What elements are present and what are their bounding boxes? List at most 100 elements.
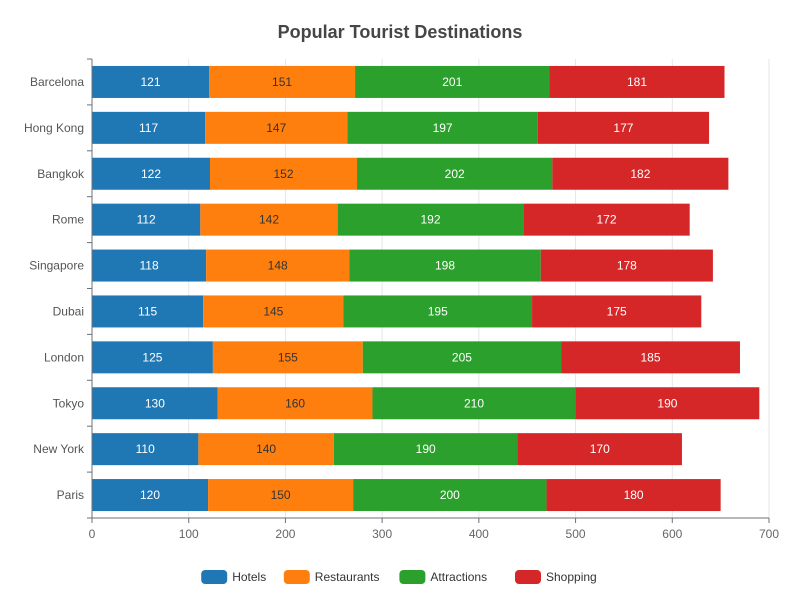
bar-segment	[356, 157, 553, 190]
bar-segment	[92, 249, 207, 282]
bar-segment	[337, 203, 524, 236]
bar-segment	[575, 387, 760, 420]
legend-swatch	[399, 570, 426, 584]
bar-value-label: 142	[259, 213, 279, 227]
bar-value-label: 145	[263, 304, 283, 318]
bar-value-label: 140	[256, 442, 276, 456]
category-label: Hong Kong	[24, 121, 84, 135]
legend-item[interactable]: Attractions	[399, 570, 487, 584]
bar-segment	[200, 203, 338, 236]
bar-value-label: 197	[433, 121, 453, 135]
legend: Hotels Restaurants Attractions Shopping	[201, 570, 597, 584]
bar-segment	[206, 249, 350, 282]
category-label: New York	[33, 442, 85, 456]
bar-value-label: 160	[285, 396, 305, 410]
bar-value-label: 195	[428, 304, 448, 318]
bar-value-label: 175	[607, 304, 627, 318]
bar-value-label: 210	[464, 396, 484, 410]
bar-segment	[347, 111, 538, 144]
legend-item[interactable]: Shopping	[515, 570, 597, 584]
bar-segment	[92, 341, 213, 374]
bar-value-label: 148	[268, 259, 288, 273]
bar-value-label: 117	[139, 121, 158, 135]
x-tick-label: 400	[469, 527, 489, 541]
category-label: London	[44, 350, 84, 364]
bar-value-label: 150	[271, 488, 291, 502]
bar-segment	[209, 65, 356, 98]
x-tick-label: 700	[759, 527, 779, 541]
bar-segment	[92, 433, 199, 466]
x-tick-label: 300	[372, 527, 392, 541]
bar-segment	[92, 157, 210, 190]
category-label: Bangkok	[37, 167, 85, 181]
bar-value-label: 172	[597, 213, 617, 227]
legend-label: Attractions	[430, 570, 487, 584]
bar-value-label: 115	[138, 304, 157, 318]
category-label: Paris	[57, 488, 84, 502]
bar-value-label: 198	[435, 259, 455, 273]
bar-segment	[353, 479, 547, 512]
bar-segment	[537, 111, 710, 144]
bar-segment	[355, 65, 550, 98]
bar-value-label: 155	[278, 350, 298, 364]
bar-value-label: 125	[142, 350, 162, 364]
bar-value-label: 147	[266, 121, 286, 135]
bar-segment	[212, 341, 363, 374]
bar-value-label: 121	[140, 75, 160, 89]
bar-segment	[92, 295, 204, 328]
bar-value-label: 152	[273, 167, 293, 181]
x-tick-label: 500	[566, 527, 586, 541]
category-label: Rome	[52, 213, 84, 227]
bar-value-label: 118	[139, 259, 158, 273]
bar-value-label: 205	[452, 350, 472, 364]
bar-value-label: 190	[416, 442, 436, 456]
bar-value-label: 182	[630, 167, 650, 181]
bar-segment	[532, 295, 702, 328]
bar-segment	[552, 157, 729, 190]
bar-value-label: 151	[272, 75, 292, 89]
legend-label: Shopping	[546, 570, 597, 584]
bar-segment	[92, 65, 210, 98]
bar-segment	[92, 479, 209, 512]
bar-value-label: 120	[140, 488, 160, 502]
bar-segment	[362, 341, 562, 374]
bar-value-label: 122	[141, 167, 161, 181]
legend-label: Hotels	[232, 570, 266, 584]
bar-segment	[540, 249, 713, 282]
chart-title: Popular Tourist Destinations	[278, 22, 523, 42]
legend-item[interactable]: Hotels	[201, 570, 266, 584]
bar-segment	[546, 479, 721, 512]
bar-segment	[517, 433, 682, 466]
legend-swatch	[515, 570, 541, 584]
bar-segment	[92, 387, 218, 420]
category-label: Tokyo	[53, 396, 85, 410]
x-tick-label: 200	[275, 527, 295, 541]
bar-segment	[205, 111, 348, 144]
bar-segment	[217, 387, 373, 420]
category-label: Barcelona	[30, 75, 84, 89]
category-label: Dubai	[53, 304, 84, 318]
bar-segment	[203, 295, 344, 328]
bar-value-label: 185	[641, 350, 661, 364]
bar-segment	[549, 65, 725, 98]
category-label: Singapore	[29, 259, 84, 273]
bar-value-label: 201	[442, 75, 462, 89]
bar-value-label: 112	[137, 213, 156, 227]
legend-swatch	[201, 570, 228, 584]
bar-segment	[561, 341, 740, 374]
bar-value-label: 110	[136, 442, 155, 456]
bars: 121 151 201 181 117 147 197 177 122 152 202 182 112 1…	[92, 65, 760, 512]
bar-segment	[209, 157, 357, 190]
legend-item[interactable]: Restaurants	[283, 570, 380, 584]
bar-value-label: 192	[420, 213, 440, 227]
x-tick-label: 0	[89, 527, 96, 541]
bar-value-label: 178	[617, 259, 637, 273]
x-tick-label: 600	[662, 527, 682, 541]
bar-segment	[372, 387, 576, 420]
legend-label: Restaurants	[315, 570, 380, 584]
bar-value-label: 130	[145, 396, 165, 410]
x-tick-label: 100	[179, 527, 199, 541]
bar-segment	[333, 433, 518, 466]
